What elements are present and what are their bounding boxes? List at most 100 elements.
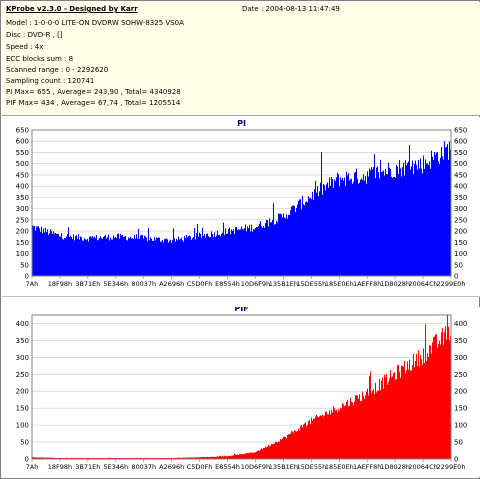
y-tick-right: 650: [454, 127, 467, 135]
y-tick-left: 600: [16, 138, 29, 146]
drive-model: Model : 1-0-0-0 LITE-ON DVDRW SOHW-8325 …: [6, 19, 184, 27]
y-tick-left: 200: [16, 228, 29, 236]
y-tick-right: 100: [454, 422, 467, 430]
y-tick-left: 0: [25, 456, 29, 464]
x-tick-label: 2299E0h: [437, 463, 466, 471]
y-tick-left: 650: [16, 127, 29, 135]
y-tick-right: 200: [454, 228, 467, 236]
x-tick-label: 80037h: [131, 280, 156, 288]
x-tick-label: 20064Ch: [408, 280, 437, 288]
y-tick-left: 500: [16, 160, 29, 168]
x-tick-label: A2696h: [159, 280, 184, 288]
y-tick-right: 50: [454, 439, 463, 447]
scanned-range: Scanned range : 0 - 2292620: [6, 66, 109, 74]
x-tick-label: 10D6F9h: [241, 463, 270, 471]
x-tick-label: 2299E0h: [437, 280, 466, 288]
y-tick-left: 300: [16, 354, 29, 362]
y-tick-left: 0: [25, 273, 29, 281]
y-tick-right: 450: [454, 171, 467, 179]
scan-speed: Speed : 4x: [6, 43, 44, 51]
x-tick-label: 80037h: [131, 463, 156, 471]
sampling-count: Sampling count : 120741: [6, 77, 95, 85]
y-tick-right: 400: [454, 183, 467, 191]
pi-summary: PI Max= 655 , Average= 243,90 , Total= 4…: [6, 88, 181, 96]
disc-type: Disc : DVD-R , []: [6, 31, 63, 39]
x-tick-label: 135B1Eh: [269, 280, 298, 288]
x-tick-label: 15DE55h: [296, 280, 326, 288]
x-tick-label: E8554h: [215, 280, 240, 288]
x-tick-label: 5E346h: [103, 280, 128, 288]
chart-title: PIF: [234, 307, 248, 313]
x-tick-label: 3B71Eh: [75, 280, 100, 288]
y-tick-right: 200: [454, 388, 467, 396]
scan-date: Date : 2004-08-13 11:47:49: [242, 5, 340, 13]
chart-divider: [2, 296, 480, 297]
y-tick-right: 100: [454, 250, 467, 258]
x-tick-label: 15DE55h: [296, 463, 326, 471]
x-tick-label: 18F98h: [48, 280, 72, 288]
x-tick-label: 1AEFF8h: [353, 280, 381, 288]
chart-title: PI: [237, 119, 246, 128]
y-tick-left: 400: [16, 320, 29, 328]
x-tick-label: 20064Ch: [408, 463, 437, 471]
ecc-blocks: ECC blocks sum : 8: [6, 55, 74, 63]
x-tick-label: 7Ah: [26, 280, 39, 288]
y-tick-right: 300: [454, 354, 467, 362]
pi-chart-panel: PI 0 0 50 50 100 100 150 150 200 200 250 250 300 300 35…: [2, 117, 480, 296]
x-tick-label: 18F98h: [48, 463, 72, 471]
y-tick-right: 150: [454, 405, 467, 413]
x-tick-label: 1D8028h: [380, 463, 410, 471]
y-tick-left: 250: [16, 371, 29, 379]
data-series-pif: [31, 315, 452, 459]
y-tick-left: 100: [16, 250, 29, 258]
y-tick-left: 400: [16, 183, 29, 191]
x-tick-label: 1AEFF8h: [353, 463, 381, 471]
x-tick-label: E8554h: [215, 463, 240, 471]
x-tick-label: 135B1Eh: [269, 463, 298, 471]
y-tick-right: 0: [454, 273, 458, 281]
pi-chart: PI 0 0 50 50 100 100 150 150 200 200 250 250 300 300 35…: [16, 119, 468, 288]
y-tick-left: 300: [16, 205, 29, 213]
pif-chart-panel: PIF 0 0 50 50 100 100 150 150 200 200 250 250 300 300 3…: [2, 304, 480, 477]
x-tick-label: 185E0Eh: [325, 280, 354, 288]
y-tick-left: 250: [16, 216, 29, 224]
app-title: KProbe v2.3.0 - Designed by Karr: [6, 5, 138, 13]
y-tick-left: 150: [16, 239, 29, 247]
y-tick-right: 250: [454, 216, 467, 224]
x-tick-label: 185E0Eh: [325, 463, 354, 471]
y-tick-left: 100: [16, 422, 29, 430]
x-tick-label: 10D6F9h: [241, 280, 270, 288]
y-tick-right: 350: [454, 337, 467, 345]
x-tick-label: C5D0Fh: [187, 463, 213, 471]
y-tick-right: 550: [454, 149, 467, 157]
y-tick-left: 200: [16, 388, 29, 396]
y-tick-right: 50: [454, 261, 463, 269]
x-tick-label: A2696h: [159, 463, 184, 471]
x-tick-label: 1D8028h: [380, 280, 410, 288]
y-tick-left: 150: [16, 405, 29, 413]
y-tick-right: 150: [454, 239, 467, 247]
y-tick-left: 50: [20, 261, 29, 269]
pif-chart: PIF 0 0 50 50 100 100 150 150 200 200 250 250 300 300 3…: [16, 304, 468, 471]
pif-summary: PIF Max= 434 , Average= 67,74 , Total= 1…: [6, 99, 181, 107]
y-tick-left: 450: [16, 171, 29, 179]
y-tick-left: 350: [16, 337, 29, 345]
y-tick-right: 0: [454, 456, 458, 464]
y-tick-right: 600: [454, 138, 467, 146]
y-tick-right: 400: [454, 320, 467, 328]
y-tick-right: 250: [454, 371, 467, 379]
x-tick-label: 7Ah: [26, 463, 39, 471]
x-tick-label: 3B71Eh: [75, 463, 100, 471]
plot-frame: [31, 314, 452, 460]
y-tick-right: 300: [454, 205, 467, 213]
y-tick-left: 350: [16, 194, 29, 202]
x-tick-label: 5E346h: [103, 463, 128, 471]
x-tick-label: C5D0Fh: [187, 280, 213, 288]
y-tick-right: 350: [454, 194, 467, 202]
y-tick-left: 50: [20, 439, 29, 447]
y-tick-right: 500: [454, 160, 467, 168]
scan-info-panel: KProbe v2.3.0 - Designed by Karr Date : …: [2, 2, 480, 116]
y-tick-left: 550: [16, 149, 29, 157]
plot-frame: [31, 129, 452, 277]
